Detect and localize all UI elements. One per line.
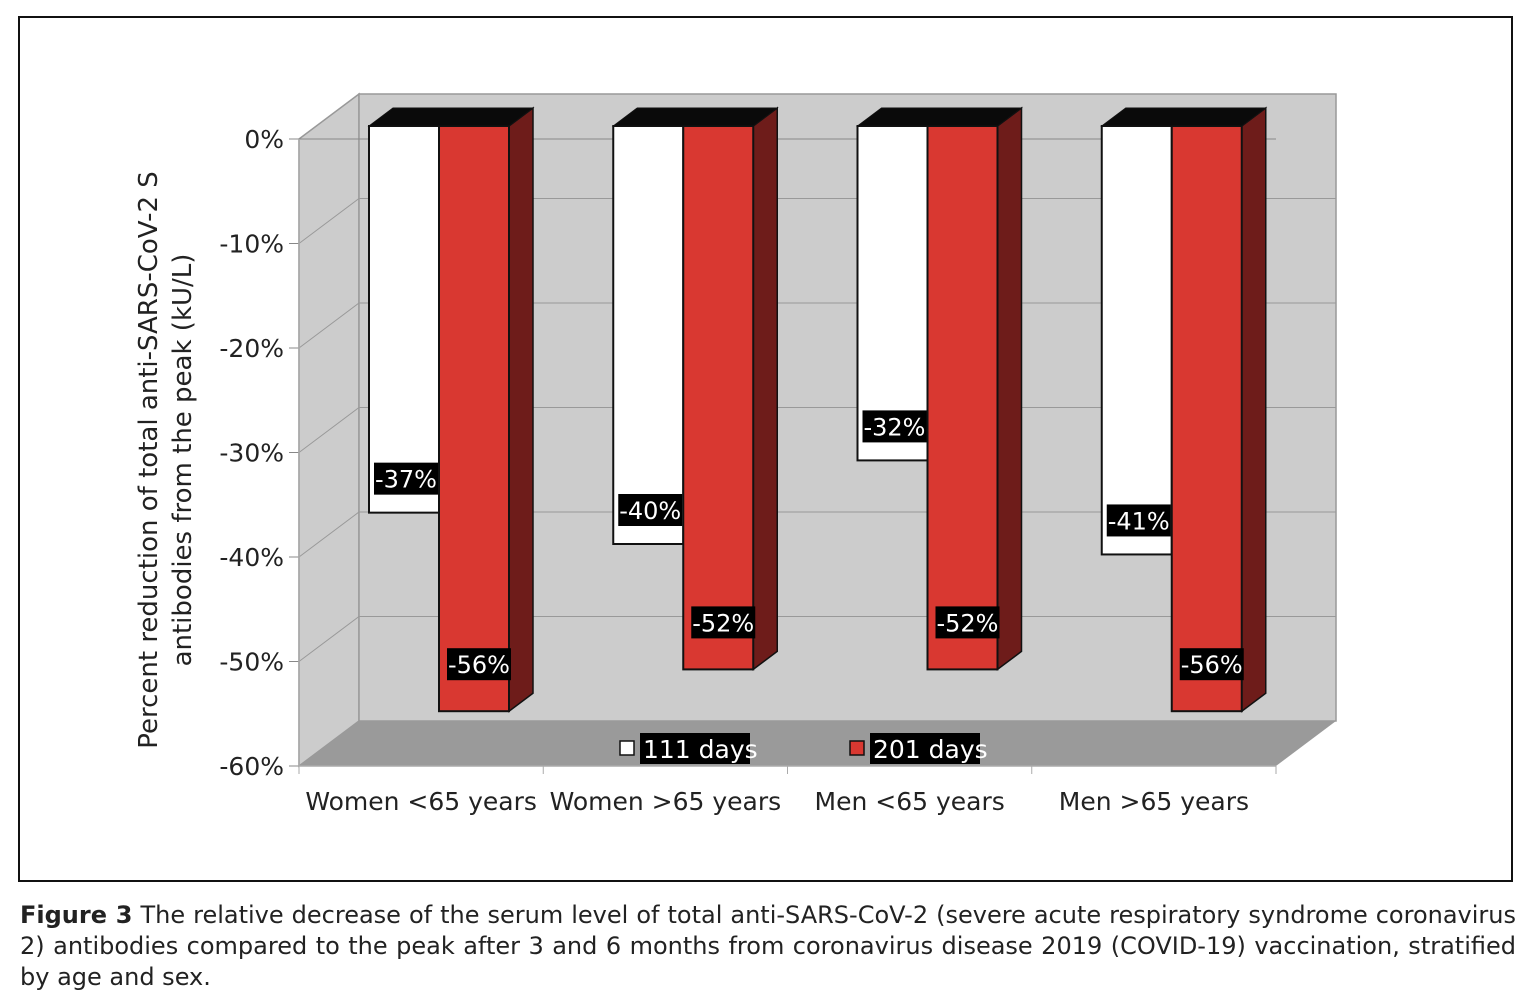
data-label-bg xyxy=(1179,648,1244,681)
figure-frame xyxy=(18,16,1513,882)
bar-top xyxy=(367,107,535,127)
legend-swatch xyxy=(619,740,635,756)
bar-top xyxy=(1100,107,1268,127)
bar-side xyxy=(996,106,1023,671)
y-tick-label: -20% xyxy=(219,334,284,363)
bar-201-days xyxy=(1170,125,1243,713)
y-axis-title-line: Percent reduction of total anti-SARS-CoV… xyxy=(134,171,164,749)
y-tick-label: -10% xyxy=(219,230,284,259)
bar-201-days xyxy=(926,125,999,671)
caption-text: The relative decrease of the serum level… xyxy=(20,901,1517,991)
bar-side xyxy=(508,106,534,713)
y-axis-title: Percent reduction of total anti-SARS-CoV… xyxy=(134,171,198,749)
data-label-bg xyxy=(1106,504,1171,537)
legend-swatch xyxy=(849,740,865,756)
gridline xyxy=(298,93,1336,140)
legend-label: 201 days xyxy=(873,735,988,764)
bar-chart: 0% -10% -20% -30% -40% -50% -60% Percent reduct… xyxy=(134,92,1337,816)
figure-caption: Figure 3 The relative decrease of the se… xyxy=(20,900,1516,993)
bar-side xyxy=(1241,106,1267,713)
data-label: -56% xyxy=(1181,651,1243,679)
bar-side xyxy=(752,106,778,671)
x-tick-label: Men >65 years xyxy=(1059,787,1249,816)
legend-label-bg xyxy=(870,733,980,764)
legend-label: 111 days xyxy=(643,735,758,764)
data-label-bg xyxy=(374,462,438,495)
bar-201-days xyxy=(438,125,510,713)
data-label-bg xyxy=(862,410,927,443)
x-tick-label: Women <65 years xyxy=(305,787,537,816)
bar-top xyxy=(611,107,779,127)
bar-111-days xyxy=(368,125,440,514)
data-label: -56% xyxy=(448,651,510,679)
data-label: -41% xyxy=(1108,507,1170,535)
y-tick-label: 0% xyxy=(244,125,284,154)
y-tick-label: -40% xyxy=(219,543,284,572)
data-label-bg xyxy=(691,606,756,639)
data-label: -40% xyxy=(619,497,681,525)
bar-111-days xyxy=(1100,125,1173,556)
y-tick-label: -30% xyxy=(219,439,284,468)
data-label-bg xyxy=(447,648,511,681)
caption-label: Figure 3 xyxy=(20,901,133,929)
y-axis-title-line: antibodies from the peak (kU/L) xyxy=(168,254,198,667)
data-label-bg xyxy=(935,606,1000,639)
y-tick-label: -50% xyxy=(219,648,284,677)
bar-201-days xyxy=(682,125,755,671)
data-label-bg xyxy=(618,494,683,526)
data-label: -32% xyxy=(863,413,925,441)
bar-top xyxy=(856,107,1023,127)
floor xyxy=(299,721,1336,766)
data-label: -52% xyxy=(936,609,998,637)
y-tick-label: -60% xyxy=(219,752,284,781)
x-tick-label: Men <65 years xyxy=(815,787,1005,816)
x-tick-label: Women >65 years xyxy=(550,787,782,816)
data-label: -52% xyxy=(692,609,754,637)
legend-label-bg xyxy=(640,733,750,764)
bar-111-days xyxy=(856,125,929,462)
bar-111-days xyxy=(612,125,685,545)
data-label: -37% xyxy=(375,466,437,494)
